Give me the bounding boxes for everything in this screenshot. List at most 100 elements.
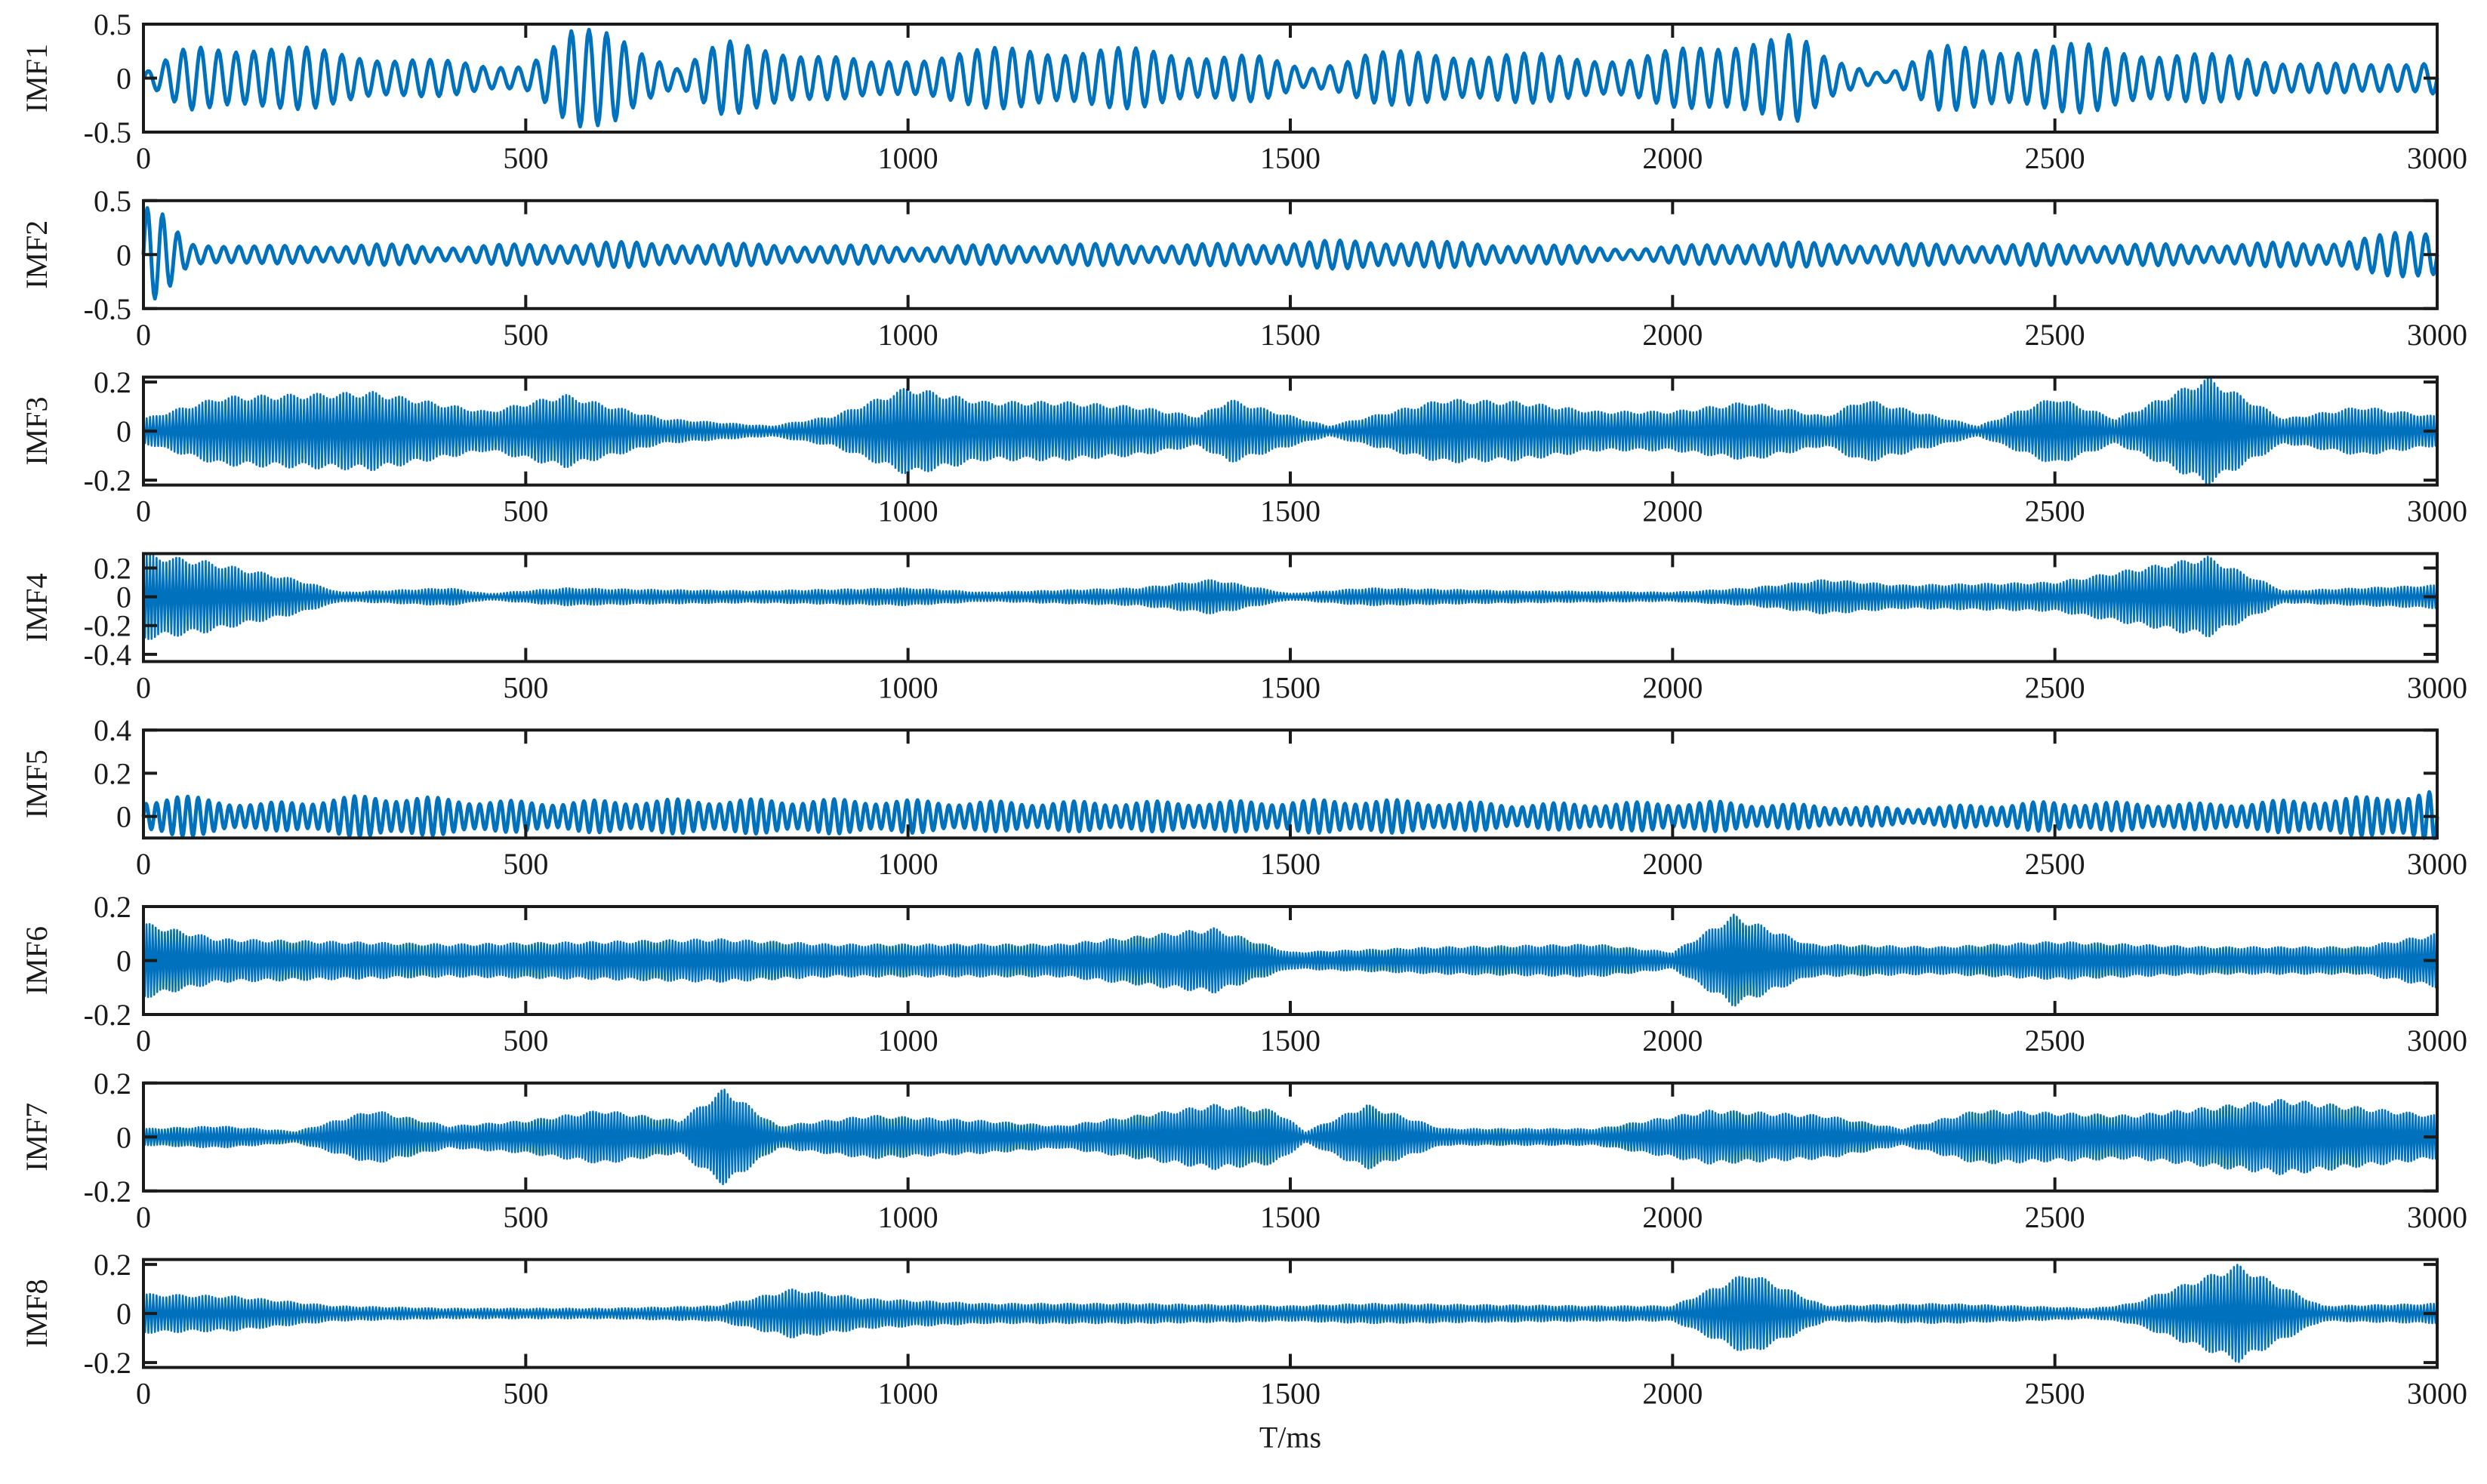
imf-4-series-line (142, 553, 2439, 640)
x-tick-label: 2500 (2025, 141, 2085, 175)
x-tick-label: 2000 (1642, 141, 1703, 175)
y-tick-label: 0 (116, 580, 131, 614)
x-tick-label: 0 (136, 1024, 151, 1058)
y-tick-label: 0 (116, 1120, 131, 1154)
x-tick-label: 2500 (2025, 847, 2085, 881)
y-tick-label: 0.2 (94, 756, 131, 790)
y-tick-label: 0.2 (94, 551, 131, 585)
x-tick-label: 500 (503, 1024, 548, 1058)
x-tick-label: 2500 (2025, 318, 2085, 352)
x-tick-label: 3000 (2407, 141, 2467, 175)
x-tick-label: 3000 (2407, 1377, 2467, 1411)
y-tick-label: 0.2 (94, 1067, 131, 1101)
x-tick-label: 1500 (1260, 847, 1321, 881)
x-tick-label: 0 (136, 1200, 151, 1234)
y-tick-label: 0 (116, 944, 131, 978)
x-tick-label: 1500 (1260, 1200, 1321, 1234)
imf-8-series-line (142, 1264, 2439, 1363)
x-tick-label: 1500 (1260, 670, 1321, 704)
x-tick-label: 1000 (878, 494, 938, 528)
x-tick-label: 1000 (878, 1377, 938, 1411)
x-tick-label: 1500 (1260, 1024, 1321, 1058)
x-tick-label: 2000 (1642, 494, 1703, 528)
x-tick-label: 1000 (878, 318, 938, 352)
x-tick-label: 500 (503, 494, 548, 528)
y-tick-label: -0.2 (84, 1175, 131, 1208)
x-tick-label: 1000 (878, 847, 938, 881)
y-tick-label: -0.5 (84, 115, 131, 149)
y-tick-label: 0 (116, 414, 131, 448)
x-tick-label: 3000 (2407, 1024, 2467, 1058)
y-axis-label: IMF6 (20, 926, 54, 995)
x-tick-label: 1500 (1260, 1377, 1321, 1411)
x-tick-label: 2500 (2025, 1200, 2085, 1234)
x-tick-label: 2000 (1642, 1200, 1703, 1234)
y-tick-label: -0.4 (84, 638, 131, 672)
x-tick-label: 2000 (1642, 1377, 1703, 1411)
x-axis-label: T/ms (1259, 1421, 1321, 1455)
y-tick-label: 0.2 (94, 365, 131, 399)
x-tick-label: 3000 (2407, 318, 2467, 352)
x-tick-label: 1500 (1260, 494, 1321, 528)
y-tick-label: 0 (116, 1297, 131, 1331)
y-tick-label: 0.2 (94, 890, 131, 924)
y-axis-label: IMF7 (20, 1103, 54, 1171)
x-tick-label: 500 (503, 1200, 548, 1234)
y-axis-label: IMF5 (20, 750, 54, 818)
x-tick-label: 1500 (1260, 318, 1321, 352)
y-tick-label: 0.5 (94, 8, 131, 42)
y-axis-label: IMF3 (20, 397, 54, 466)
y-tick-label: -0.2 (84, 1346, 131, 1380)
x-tick-label: 1000 (878, 1200, 938, 1234)
x-tick-label: 1500 (1260, 141, 1321, 175)
y-tick-label: -0.5 (84, 292, 131, 326)
y-tick-label: 0.5 (94, 184, 131, 218)
x-tick-label: 500 (503, 318, 548, 352)
imf-2-series-line (141, 206, 2439, 301)
x-tick-label: 500 (503, 670, 548, 704)
y-tick-label: 0.2 (94, 1248, 131, 1282)
y-axis-label: IMF1 (20, 44, 54, 112)
imf-1-series-line (141, 27, 2439, 129)
x-tick-label: 1000 (878, 1024, 938, 1058)
x-tick-label: 3000 (2407, 494, 2467, 528)
y-tick-label: 0 (116, 800, 131, 834)
imf-7-series-line (142, 1088, 2439, 1186)
x-tick-label: 500 (503, 847, 548, 881)
x-tick-label: 2000 (1642, 847, 1703, 881)
x-tick-label: 2000 (1642, 1024, 1703, 1058)
x-tick-label: 2000 (1642, 670, 1703, 704)
y-tick-label: 0 (116, 238, 131, 272)
y-tick-label: 0.4 (94, 713, 131, 747)
x-tick-label: 0 (136, 670, 151, 704)
y-tick-label: -0.2 (84, 609, 131, 643)
x-tick-label: 1000 (878, 670, 938, 704)
y-tick-label: -0.2 (84, 463, 131, 497)
y-axis-label: IMF2 (20, 220, 54, 289)
x-tick-label: 0 (136, 494, 151, 528)
x-tick-label: 3000 (2407, 847, 2467, 881)
y-axis-label: IMF8 (20, 1279, 54, 1348)
x-tick-label: 2500 (2025, 1024, 2085, 1058)
y-tick-label: -0.2 (84, 998, 131, 1032)
y-tick-label: 0 (116, 62, 131, 96)
x-tick-label: 500 (503, 141, 548, 175)
x-tick-label: 2500 (2025, 1377, 2085, 1411)
x-tick-label: 2500 (2025, 670, 2085, 704)
x-tick-label: 1000 (878, 141, 938, 175)
x-tick-label: 2500 (2025, 494, 2085, 528)
axes-frame (142, 552, 2439, 663)
imf-3-series-line (142, 376, 2439, 485)
x-tick-label: 0 (136, 847, 151, 881)
x-tick-label: 3000 (2407, 1200, 2467, 1234)
y-axis-label: IMF4 (20, 573, 54, 642)
x-tick-label: 500 (503, 1377, 548, 1411)
subplot-5: 0 500 1000 1500 2000 2500 3000 0.4 0.2 0 IMF5 (20, 713, 2467, 881)
x-tick-label: 0 (136, 141, 151, 175)
